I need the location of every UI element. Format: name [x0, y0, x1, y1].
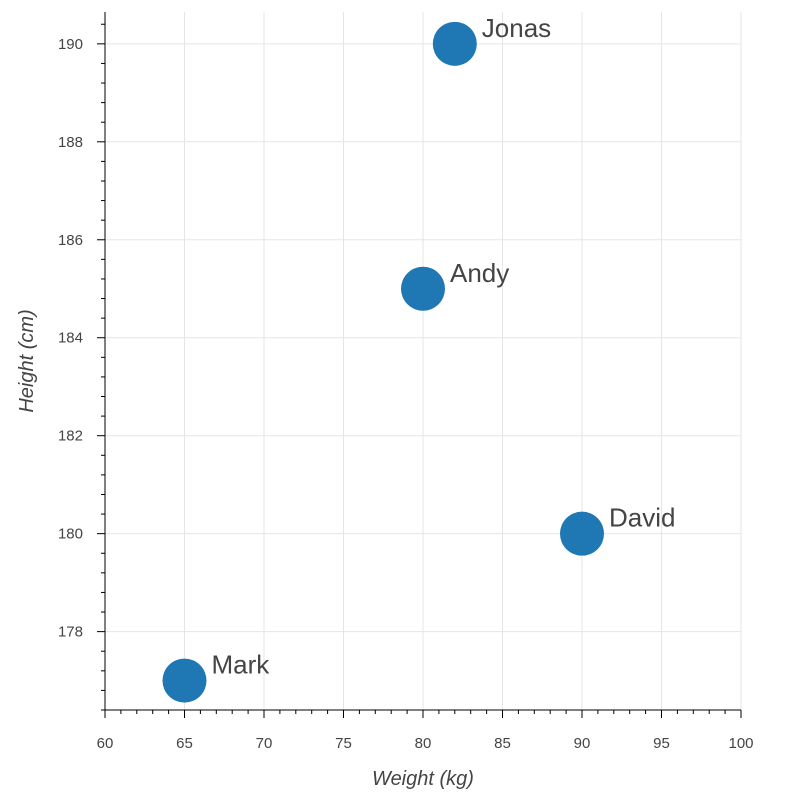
- y-tick-label: 182: [58, 428, 83, 445]
- x-tick-label: 95: [653, 735, 670, 752]
- data-point-david: [560, 511, 604, 556]
- x-tick-label: 65: [176, 735, 193, 752]
- y-tick-label: 190: [58, 36, 83, 53]
- y-tick-label: 184: [58, 330, 83, 347]
- data-points: Mark Andy Jonas David: [162, 13, 675, 703]
- axes: 60 65 70 75 80 85 90 95 100 178 180 182 184 186 188 190: [58, 12, 754, 752]
- x-tick-label: 90: [574, 735, 591, 752]
- data-point-jonas: [432, 21, 477, 66]
- x-axis-title: Weight (kg): [372, 768, 474, 790]
- y-tick-label: 186: [58, 232, 83, 249]
- y-tick-label: 188: [58, 134, 83, 151]
- data-label-david: David: [609, 503, 675, 533]
- x-tick-label: 75: [335, 735, 352, 752]
- x-tick-label: 70: [256, 735, 273, 752]
- x-tick-label: 85: [494, 735, 511, 752]
- y-tick-label: 178: [58, 624, 83, 641]
- x-tick-label: 60: [97, 735, 114, 752]
- data-label-andy: Andy: [450, 258, 509, 288]
- data-point-mark: [162, 658, 207, 703]
- data-point-andy: [401, 266, 445, 311]
- data-label-mark: Mark: [212, 650, 271, 680]
- data-label-jonas: Jonas: [482, 13, 551, 43]
- x-tick-label: 80: [415, 735, 432, 752]
- x-tick-label: 100: [728, 735, 753, 752]
- grid: [105, 12, 742, 710]
- y-axis-title: Height (cm): [16, 309, 38, 412]
- y-tick-label: 180: [58, 526, 83, 543]
